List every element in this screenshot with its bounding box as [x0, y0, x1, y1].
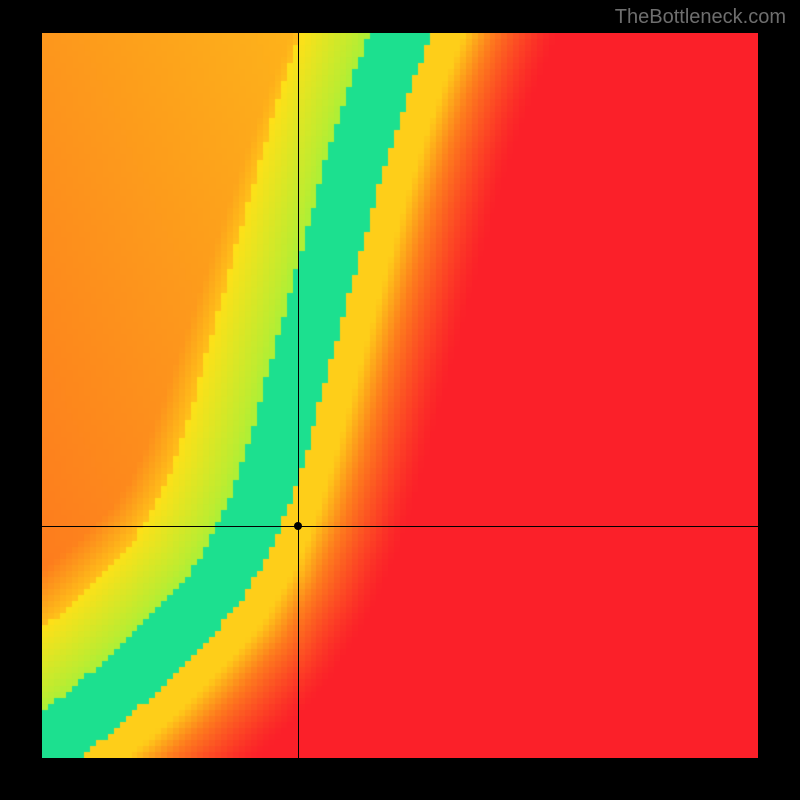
bottleneck-heatmap — [42, 33, 758, 758]
crosshair-marker — [294, 522, 302, 530]
chart-container: TheBottleneck.com — [0, 0, 800, 800]
crosshair-vertical — [298, 33, 299, 758]
crosshair-horizontal — [42, 526, 758, 527]
watermark-text: TheBottleneck.com — [615, 6, 786, 29]
